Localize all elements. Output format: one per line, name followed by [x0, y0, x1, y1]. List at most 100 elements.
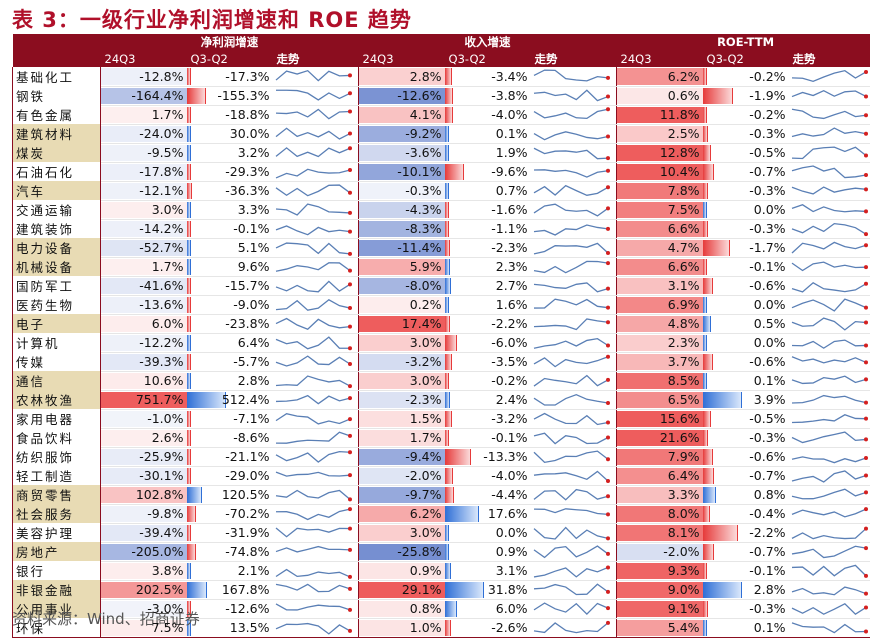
databar — [445, 430, 449, 446]
value-change: -29.0% — [187, 466, 273, 485]
databar — [703, 354, 713, 370]
table-title: 表 3：一级行业净利润增速和 ROE 趋势 — [12, 4, 412, 34]
trend-sparkline — [273, 162, 359, 181]
value-change: 120.5% — [187, 485, 273, 504]
value-24q3: 6.2% — [359, 504, 445, 523]
trend-sparkline — [789, 504, 870, 523]
trend-sparkline — [789, 580, 870, 599]
value-text: 10.4% — [660, 164, 700, 179]
sparkline-last-point — [606, 261, 610, 265]
sparkline-last-point — [864, 305, 868, 309]
value-24q3: -2.0% — [359, 466, 445, 485]
value-text: 2.8% — [754, 582, 786, 597]
value-24q3: 3.0% — [359, 333, 445, 352]
databar — [445, 373, 449, 389]
trend-sparkline — [531, 162, 617, 181]
value-text: 3.0% — [152, 202, 184, 217]
value-text: 4.1% — [410, 107, 442, 122]
value-text: -12.8% — [139, 69, 183, 84]
value-change: -0.3% — [703, 181, 789, 200]
trend-sparkline — [273, 523, 359, 542]
value-text: 1.7% — [410, 430, 442, 445]
databar — [445, 563, 452, 579]
value-text: 3.0% — [410, 373, 442, 388]
databar — [187, 373, 191, 389]
industry-name: 纺织服饰 — [13, 447, 101, 466]
value-change: 5.1% — [187, 238, 273, 257]
sparkline-last-point — [606, 343, 610, 347]
trend-sparkline — [273, 504, 359, 523]
value-24q3: 4.7% — [617, 238, 703, 257]
sparkline-last-point — [606, 536, 610, 540]
trend-sparkline — [273, 428, 359, 447]
value-text: -31.9% — [225, 525, 269, 540]
databar — [703, 468, 715, 484]
databar — [445, 392, 451, 408]
value-change: -70.2% — [187, 504, 273, 523]
databar — [703, 240, 731, 256]
sparkline-last-point — [864, 153, 868, 157]
value-change: 3.1% — [445, 561, 531, 580]
sparkline-last-point — [348, 384, 352, 388]
value-text: -9.4% — [405, 449, 441, 464]
value-24q3: 3.8% — [101, 561, 187, 580]
table-row: 钢铁-164.4%-155.3%-12.6%-3.8%0.6%-1.9% — [13, 86, 870, 105]
value-change: -3.8% — [445, 86, 531, 105]
databar — [703, 335, 707, 351]
value-change: 30.0% — [187, 124, 273, 143]
value-text: -0.1% — [749, 563, 785, 578]
sparkline-last-point — [864, 455, 868, 459]
value-change: -31.9% — [187, 523, 273, 542]
sparkline-last-point — [864, 573, 868, 577]
value-24q3: 0.2% — [359, 295, 445, 314]
sparkline-last-point — [606, 377, 610, 381]
group-header-revenue: 收入增速 — [359, 34, 617, 50]
value-text: -17.8% — [139, 164, 183, 179]
value-text: 5.9% — [410, 259, 442, 274]
databar — [445, 164, 464, 180]
sparkline-last-point — [348, 146, 352, 150]
value-text: -52.7% — [139, 240, 183, 255]
value-text: 0.7% — [496, 183, 528, 198]
table-row: 汽车-12.1%-36.3%-0.3%0.7%7.8%-0.3% — [13, 181, 870, 200]
sparkline-last-point — [348, 282, 352, 286]
value-24q3: 1.5% — [359, 409, 445, 428]
trend-sparkline — [273, 371, 359, 390]
sparkline-last-point — [864, 232, 868, 236]
value-24q3: 29.1% — [359, 580, 445, 599]
value-change: 0.5% — [703, 314, 789, 333]
trend-sparkline — [789, 352, 870, 371]
trend-sparkline — [273, 219, 359, 238]
sparkline-last-point — [348, 361, 352, 365]
value-text: 3.9% — [754, 392, 786, 407]
trend-sparkline — [789, 257, 870, 276]
sparkline-last-point — [864, 320, 868, 324]
group-header-profit: 净利润增速 — [101, 34, 359, 50]
sparkline-last-point — [348, 324, 352, 328]
databar — [703, 525, 738, 541]
value-24q3: 15.6% — [617, 409, 703, 428]
databar — [445, 107, 454, 123]
value-text: 202.5% — [136, 582, 184, 597]
value-24q3: 6.9% — [617, 295, 703, 314]
databar — [187, 183, 192, 199]
databar — [445, 525, 449, 541]
value-change: 0.0% — [703, 200, 789, 219]
trend-sparkline — [789, 428, 870, 447]
value-text: 3.8% — [152, 563, 184, 578]
value-24q3: -0.3% — [359, 181, 445, 200]
value-24q3: 1.7% — [359, 428, 445, 447]
sparkline-last-point — [864, 591, 868, 595]
value-text: 2.1% — [238, 563, 270, 578]
value-change: -23.8% — [187, 314, 273, 333]
value-change: -0.6% — [703, 352, 789, 371]
value-text: 31.8% — [488, 582, 528, 597]
databar — [703, 259, 707, 275]
value-text: 2.4% — [496, 392, 528, 407]
sub-header-row: 24Q3 Q3-Q2 走势 24Q3 Q3-Q2 走势 24Q3 Q3-Q2 走… — [13, 50, 870, 67]
value-text: -30.1% — [139, 468, 183, 483]
value-24q3: -17.8% — [101, 162, 187, 181]
sparkline-last-point — [606, 551, 610, 555]
trend-sparkline — [789, 333, 870, 352]
